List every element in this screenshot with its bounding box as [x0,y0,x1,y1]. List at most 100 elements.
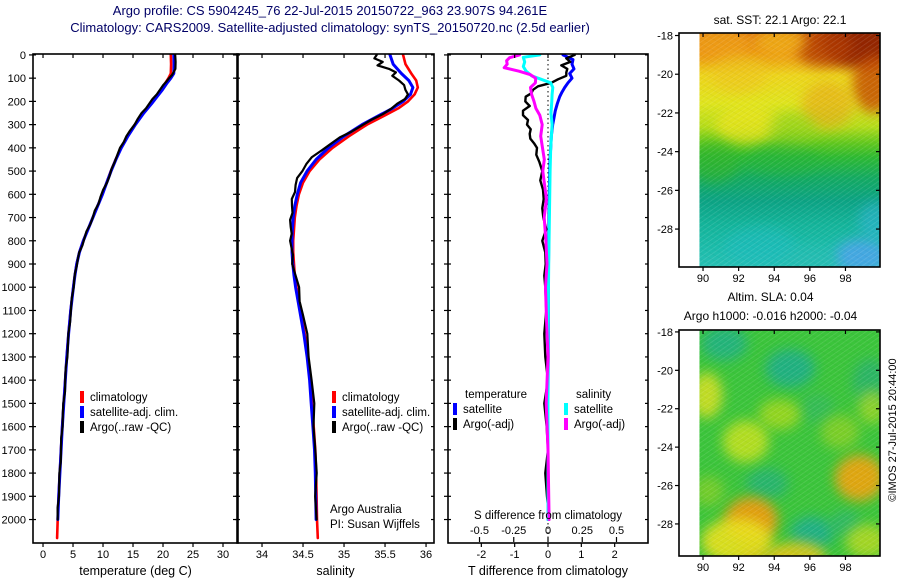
y-tick-label: 1900 [2,491,26,503]
y-tick-label: 900 [8,259,26,271]
y-tick-label: 300 [8,120,26,132]
y-tick-label: 700 [8,213,26,225]
legend-label: satellite [574,404,613,416]
sla-map-title-line2: Argo h1000: -0.016 h2000: -0.04 [683,309,858,323]
legend-item-satellite-adj-clim: satellite-adj. clim. [80,406,178,421]
lat-tick-label: -26 [657,185,673,197]
climatology-line-swatch [332,391,336,403]
x-tick-label: 25 [187,549,199,561]
argo-t-line-swatch [453,418,457,430]
lon-tick-label: 92 [733,562,745,574]
temperature_profile-panel: 0 5 10 15 20 25 300100200300400500600700800900… [2,50,239,578]
legend-item-argo-adj-t: Argo(-adj) [453,418,527,433]
curves [502,54,576,521]
x-tick-label: 10 [97,549,109,561]
curve-argo-adj- [521,54,576,521]
x-tick-label: 30 [217,549,229,561]
legend-label: Argo(..raw -QC) [90,422,172,434]
x-tick-label: 34 [256,549,268,561]
y-tick-label: 1000 [2,282,26,294]
y-tick-label: 1500 [2,398,26,410]
lat-tick-label: -22 [657,404,673,416]
legend-item-satellite-t: satellite [453,403,527,418]
y-tick-label: 1700 [2,445,26,457]
lon-tick-label: 90 [697,562,709,574]
y-tick-label: 500 [8,166,26,178]
s-axis-label: S difference from climatology [474,510,622,522]
y-tick-label: 1600 [2,422,26,434]
legend-item-climatology: climatology [332,391,430,406]
x-tick-label: 2 [612,549,618,561]
y-tick-label: 400 [8,143,26,155]
legend-label: satellite-adj. clim. [342,407,431,419]
lat-tick-label: -20 [657,69,673,81]
curve-satellite-adj-clim- [290,54,415,521]
lon-tick-label: 94 [768,273,780,285]
legend-item-satellite-s: satellite [564,403,625,418]
x-tick-label: 0 [40,549,46,561]
salinity_profile-panel: 34 34.5 35 35.5 36 salinity [233,53,435,578]
y-tick-label: 200 [8,96,26,108]
annotation-org: Argo Australia [330,504,402,516]
satellite-t-line-swatch [453,403,457,415]
x-axis-label: salinity [316,564,355,578]
argo-line-swatch [332,421,336,433]
salinity-panel-legend: climatology satellite-adj. clim. Argo(..… [332,391,430,436]
lat-tick-label: -24 [657,147,673,159]
x-tick-label: 15 [127,549,139,561]
x-tick-label: 35 [338,549,350,561]
s-tick-label: 0.25 [572,525,593,537]
legend-label: climatology [90,392,148,404]
lat-tick-label: -28 [657,224,673,236]
sst_map-panel: 90 92 94 96 98 -18 -20 -22 -24 -26 -28 [657,31,881,285]
x-tick-label: 35.5 [374,549,395,561]
annotation-pi: PI: Susan Wijffels [330,519,420,531]
x-tick-label: 0 [545,549,551,561]
lat-tick-label: -18 [657,31,673,43]
imos-watermark: ©IMOS 27-Jul-2015 20:44:00 [887,358,899,502]
x-tick-label: 5 [70,549,76,561]
lat-tick-label: -24 [657,442,673,454]
x-axis-label: temperature (deg C) [79,564,192,578]
curves [55,54,177,540]
s-tick-label: -0.25 [501,525,526,537]
x-tick-label: 20 [157,549,169,561]
curves [289,54,420,540]
y-tick-label: 600 [8,189,26,201]
diff-panel-salinity-legend: salinity satellite Argo(-adj) [564,388,625,433]
curve-satellite [521,54,555,521]
figure-title-line2: Climatology: CARS2009. Satellite-adjuste… [70,20,590,35]
curve-climatology [55,54,173,540]
legend-label: Argo(-adj) [463,419,515,431]
y-tick-label: 1800 [2,468,26,480]
satellite-adj-line-swatch [332,406,336,418]
y-tick-label: 2000 [2,515,26,527]
x-tick-label: 36 [420,549,432,561]
sst-map-title: sat. SST: 22.1 Argo: 22.1 [713,13,847,27]
diff-panel-temperature-legend: temperature satellite Argo(-adj) [453,388,527,433]
satellite-s-line-swatch [564,403,568,415]
lon-tick-label: 92 [733,273,745,285]
pi-annotation: Argo Australia PI: Susan Wijffels [330,503,420,533]
x-tick-label: 34.5 [292,549,313,561]
lat-tick-label: -26 [657,481,673,493]
s-tick-label: -0.5 [470,525,489,537]
y-tick-label: 100 [8,73,26,85]
legend-label: satellite-adj. clim. [90,407,179,419]
s-tick-label: 0 [545,525,551,537]
legend-header-temperature: temperature [465,389,528,401]
lat-tick-label: -28 [657,519,673,531]
legend-label: satellite [463,404,502,416]
sla-map-title-line1: Altim. SLA: 0.04 [727,290,814,304]
lon-tick-label: 98 [839,273,851,285]
climatology-line-swatch [80,391,84,403]
lat-tick-label: -20 [657,365,673,377]
x-axis-label: T difference from climatology [468,564,629,578]
legend-item-satellite-adj-clim: satellite-adj. clim. [332,406,430,421]
lon-tick-label: 96 [804,273,816,285]
y-tick-label: 1300 [2,352,26,364]
curve-argo-adj- [502,54,551,521]
y-tick-label: 1400 [2,375,26,387]
y-tick-label: 1100 [2,305,26,317]
sla_map-panel: 90 92 94 96 98 -18 -20 -22 -24 -26 -28 [657,327,881,574]
